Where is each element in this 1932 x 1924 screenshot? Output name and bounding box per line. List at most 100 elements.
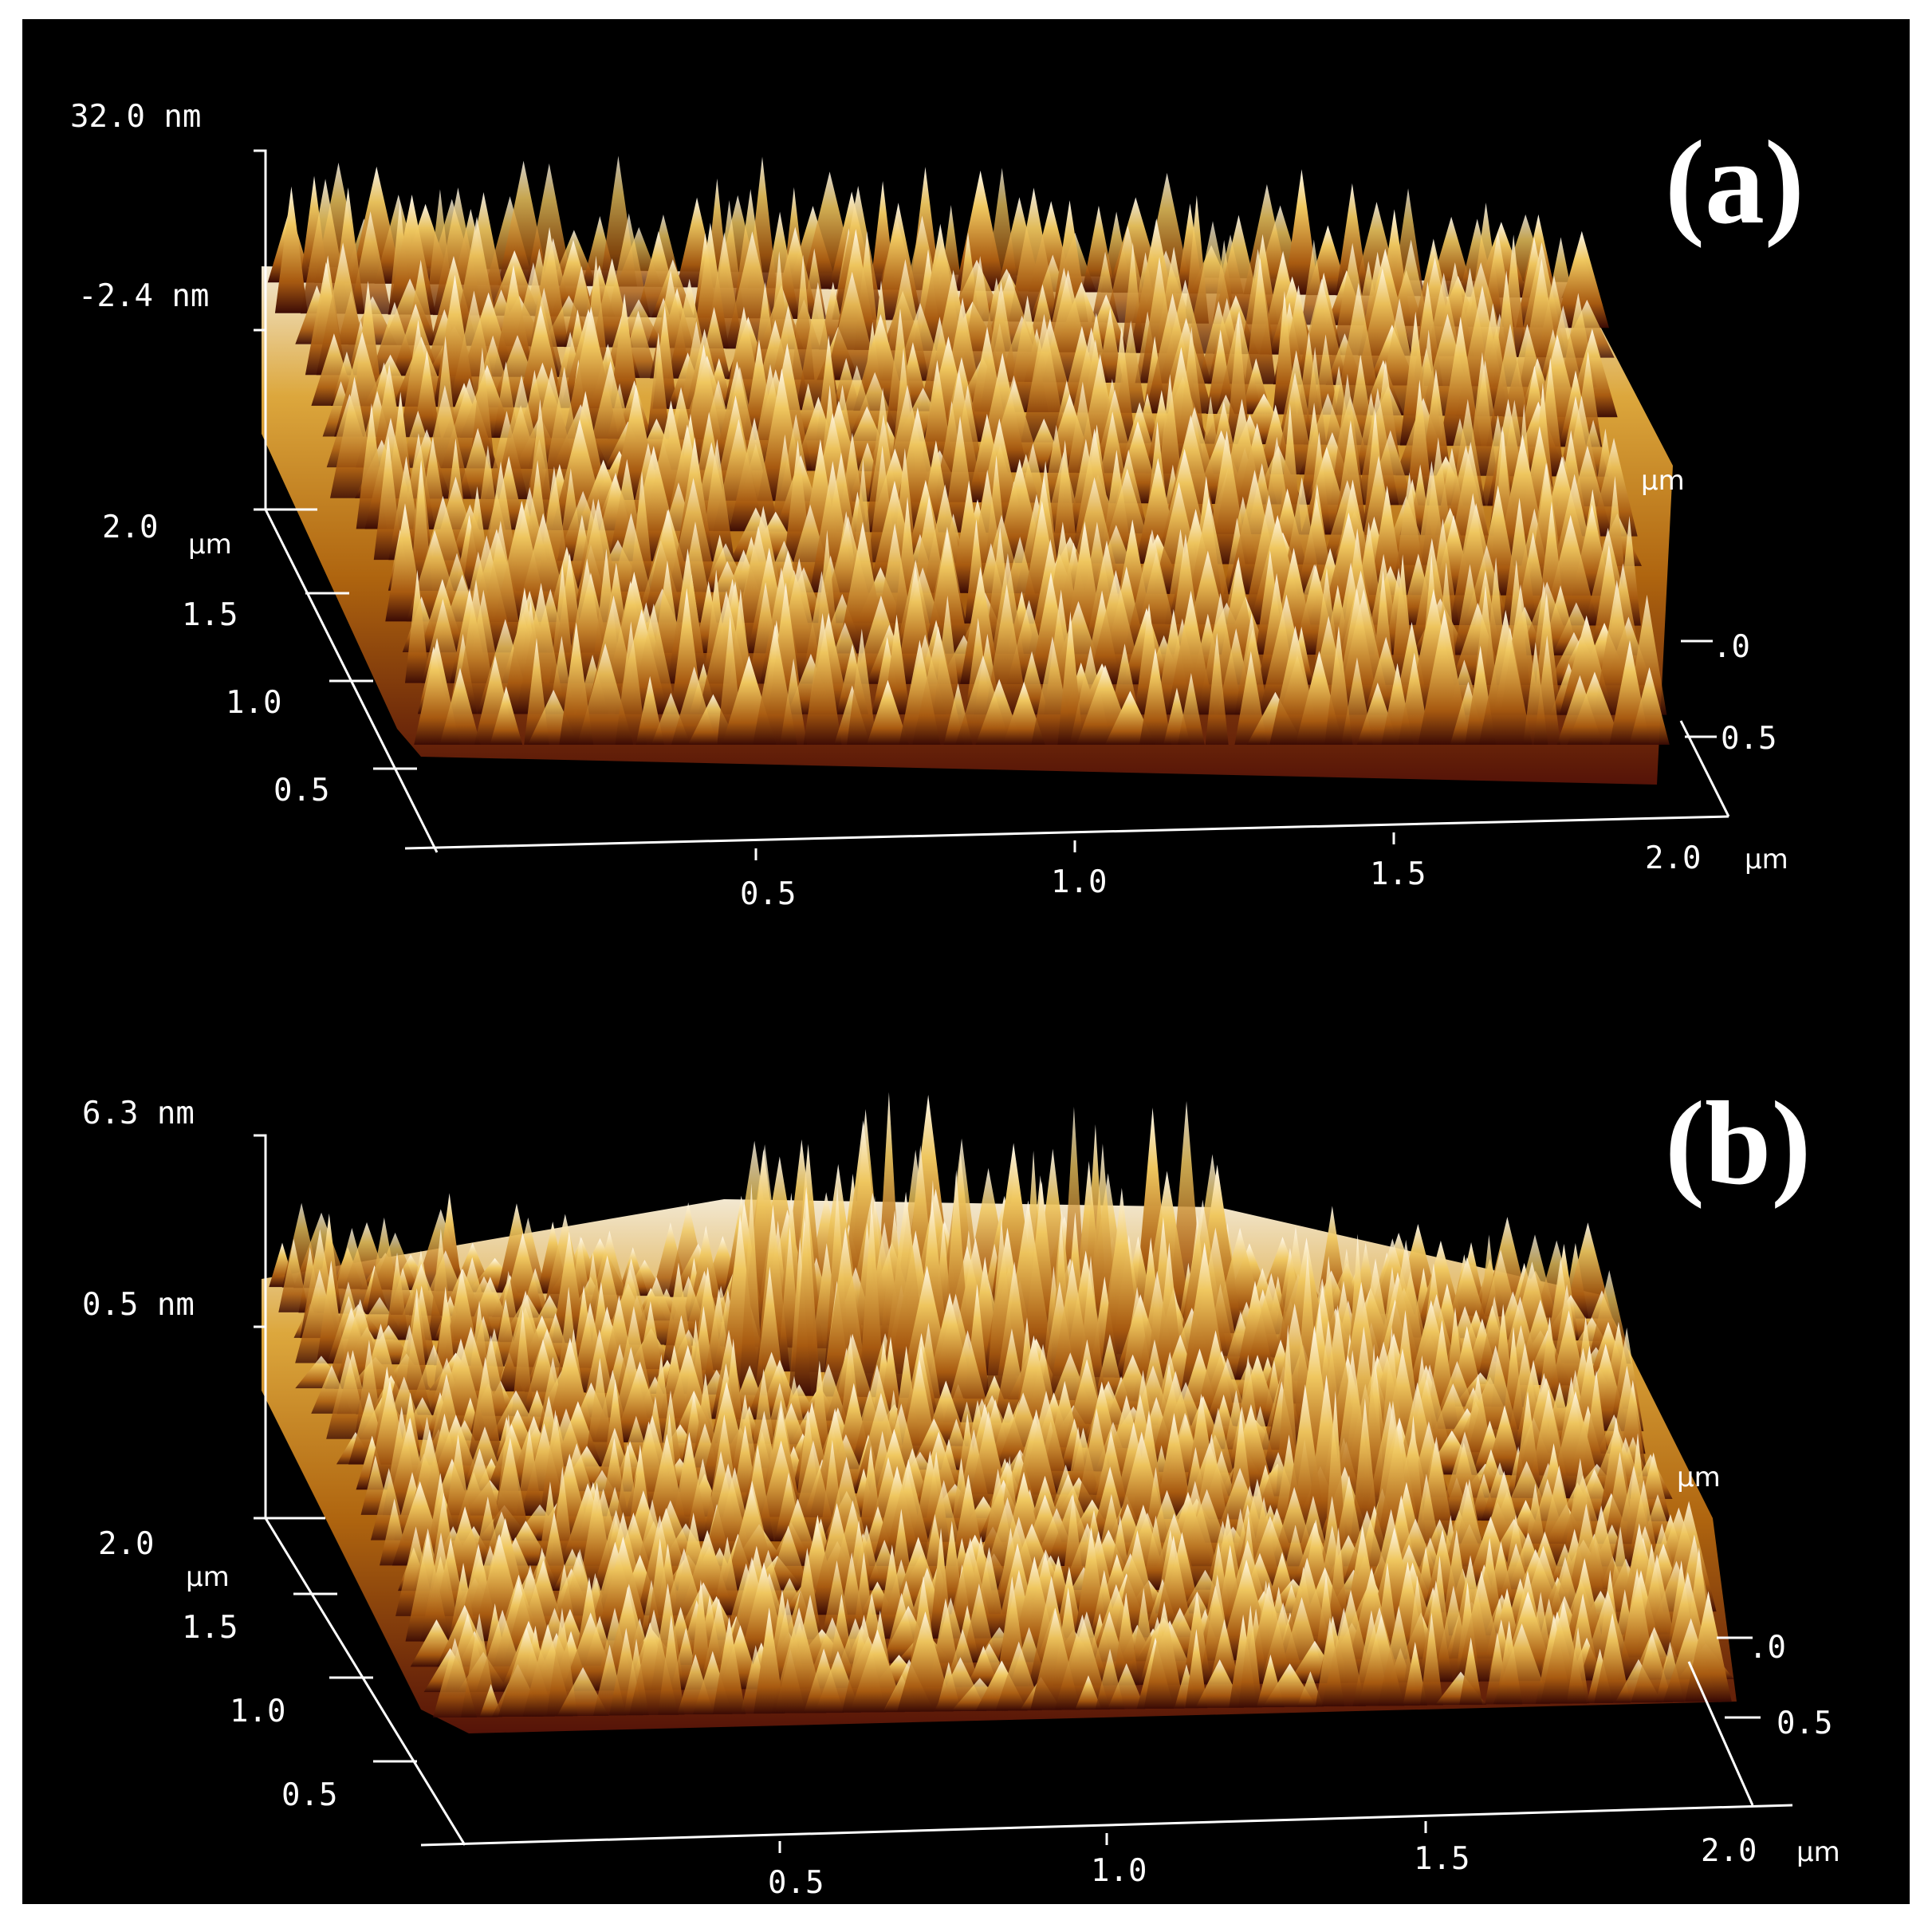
panel-b-x-axis xyxy=(420,1804,1793,1847)
panel-b-z-mid-label: 0.5 nm xyxy=(82,1287,195,1323)
panel-a-surface-peak xyxy=(516,582,566,714)
panel-a-surface-peak xyxy=(1167,590,1215,715)
panel-a-y-tick-2-0: 2.0 xyxy=(102,510,158,545)
panel-b-surface-peak xyxy=(1321,1607,1366,1706)
panel-a-surface-peak xyxy=(824,271,879,380)
panel-a-surface-peak xyxy=(1177,672,1205,745)
panel-a-surface-peak xyxy=(1139,647,1172,745)
panel-b-surface-peak xyxy=(1108,1663,1146,1710)
panel-b-y-unit: µm xyxy=(186,1561,230,1593)
panel-a-surface-peak xyxy=(1567,671,1623,745)
panel-b-surface-peak xyxy=(557,1666,609,1716)
panel-a-right-tick-1-0: .0 xyxy=(1713,629,1750,665)
panel-a-surface-peak xyxy=(866,679,909,745)
afm-figure-canvas: 32.0 nm -2.4 nm 2.0 µm 1.5 1.0 0.5 0.5 1… xyxy=(70,99,1840,1901)
panel-a-surface-peaks xyxy=(267,155,1670,745)
panel-b-right-tick-1-0: .0 xyxy=(1749,1630,1786,1666)
panel-b-x-unit: µm xyxy=(1796,1836,1840,1868)
panel-b-surface-peak xyxy=(712,1536,742,1615)
panel-b-right-axis xyxy=(1687,1661,1754,1806)
panel-b-surface-peak xyxy=(1075,1675,1102,1710)
panel-b-surface-peak xyxy=(278,1238,309,1312)
panel-a-surface-peak xyxy=(847,628,877,745)
panel-a-surface-peak xyxy=(404,569,430,683)
panel-b-surface-peak xyxy=(897,1611,954,1712)
panel-b-surface-peak xyxy=(1276,1324,1300,1497)
panel-b-surface-peak xyxy=(766,1525,810,1591)
panel-a-surface-peak xyxy=(699,439,735,562)
panel-a-surface-peak xyxy=(729,417,780,532)
panel-b-surface-peak xyxy=(420,1532,462,1642)
panel-a-surface-peak xyxy=(1234,651,1268,745)
panel-b-surface-peaks xyxy=(269,1092,1734,1717)
panel-b-x-tick-0-5: 0.5 xyxy=(768,1865,824,1901)
panel-b-right-ticks xyxy=(1717,1636,1761,1719)
panel-b-surface-peak xyxy=(1403,1642,1427,1706)
panel-a-surface-peak xyxy=(1021,313,1068,443)
panel-b-surface-peak xyxy=(1054,1614,1111,1710)
panel-a-surface-peak xyxy=(647,332,671,439)
panel-b-surface-peak xyxy=(1485,1405,1524,1475)
panel-b-y-tick-2-0: 2.0 xyxy=(98,1526,154,1562)
panel-b-surface-peak xyxy=(1419,1612,1443,1706)
panel-b-surface-peak xyxy=(961,1583,997,1662)
panel-b-surface-peak xyxy=(1566,1627,1590,1704)
panel-b-y-tick-1-5: 1.5 xyxy=(182,1610,238,1646)
panel-a-surface-peak xyxy=(1159,317,1214,414)
panel-b-surface-peak xyxy=(1594,1613,1631,1703)
panel-b-surface-peak xyxy=(1493,1623,1551,1705)
panel-a-z-top-label: 32.0 nm xyxy=(70,99,201,135)
panel-a-surface-peak xyxy=(525,163,573,286)
panel-a-z-mid-label: -2.4 nm xyxy=(78,278,209,314)
panel-a-y-tick-1-5: 1.5 xyxy=(182,597,238,633)
panel-a-surface-peak xyxy=(1486,324,1534,447)
panel-a-surface-peak xyxy=(1478,610,1533,745)
panel-a-axes xyxy=(254,149,1730,860)
panel-b-surface-peak xyxy=(1185,1629,1208,1709)
panel-a-surface-peak xyxy=(1123,529,1181,655)
panel-a-surface-peak xyxy=(615,621,647,745)
panel-b-surface-peak xyxy=(658,1615,685,1715)
panel-b-surface-peak xyxy=(793,1193,821,1396)
panel-b-x-ticks xyxy=(778,1821,1427,1853)
panel-a-surface-peak xyxy=(559,622,594,745)
panel-a-surface-peak xyxy=(1533,635,1561,745)
panel-b-x-tick-1-5: 1.5 xyxy=(1414,1841,1470,1877)
panel-a-surface-peak xyxy=(1439,317,1481,447)
afm-figure: 32.0 nm -2.4 nm 2.0 µm 1.5 1.0 0.5 0.5 1… xyxy=(22,19,1910,1904)
panel-a-right-unit: µm xyxy=(1641,465,1685,497)
panel-a-surface-peak xyxy=(385,503,425,622)
panel-a-right-tick-0-5: 0.5 xyxy=(1721,721,1777,757)
panel-b-surface-peak xyxy=(1350,1398,1380,1544)
panel-b-surface-peak xyxy=(1685,1591,1732,1702)
panel-a-x-axis xyxy=(404,815,1729,850)
panel-b-surface-peak xyxy=(858,1200,885,1397)
panel-b-surface-peak xyxy=(511,1308,534,1417)
panel-b: 6.3 nm 0.5 nm 2.0 µm 1.5 1.0 0.5 0.5 1.0… xyxy=(82,1077,1840,1901)
panel-b-surface-peak xyxy=(1238,1604,1263,1708)
panel-a-y-tick-1-0: 1.0 xyxy=(226,685,281,721)
panel-a-surface-peak xyxy=(1554,230,1610,329)
panel-a-x-ticks xyxy=(754,832,1395,860)
panel-a-x-tick-1-5: 1.5 xyxy=(1370,856,1426,892)
panel-a-y-unit: µm xyxy=(188,529,232,561)
panel-a-x-tick-0-5: 0.5 xyxy=(740,876,796,912)
panel-b-surface-peak xyxy=(1459,1637,1483,1705)
panel-a-surface-peak xyxy=(1629,667,1670,745)
panel-b-z-top-label: 6.3 nm xyxy=(82,1096,195,1131)
panel-b-label: (b) xyxy=(1665,1077,1811,1210)
panel-b-surface-peak xyxy=(995,1641,1042,1711)
panel-a-surface-peak xyxy=(985,584,1029,714)
panel-a-surface-peak xyxy=(1406,380,1434,506)
panel-b-surface-peak xyxy=(849,1629,905,1713)
panel-a-surface-peak xyxy=(1284,169,1320,295)
panel-a-surface-peak xyxy=(1324,626,1353,745)
panel-b-surface xyxy=(262,1092,1737,1733)
panel-b-axes xyxy=(254,1134,1793,1853)
panel-a-y-ticks xyxy=(305,592,417,770)
panel-a-surface-peak xyxy=(349,210,392,314)
panel-b-surface-peak xyxy=(329,1227,376,1314)
panel-a-y-tick-0-5: 0.5 xyxy=(273,773,329,809)
panel-a-surface xyxy=(262,155,1673,785)
panel-b-surface-peak xyxy=(942,1330,993,1422)
